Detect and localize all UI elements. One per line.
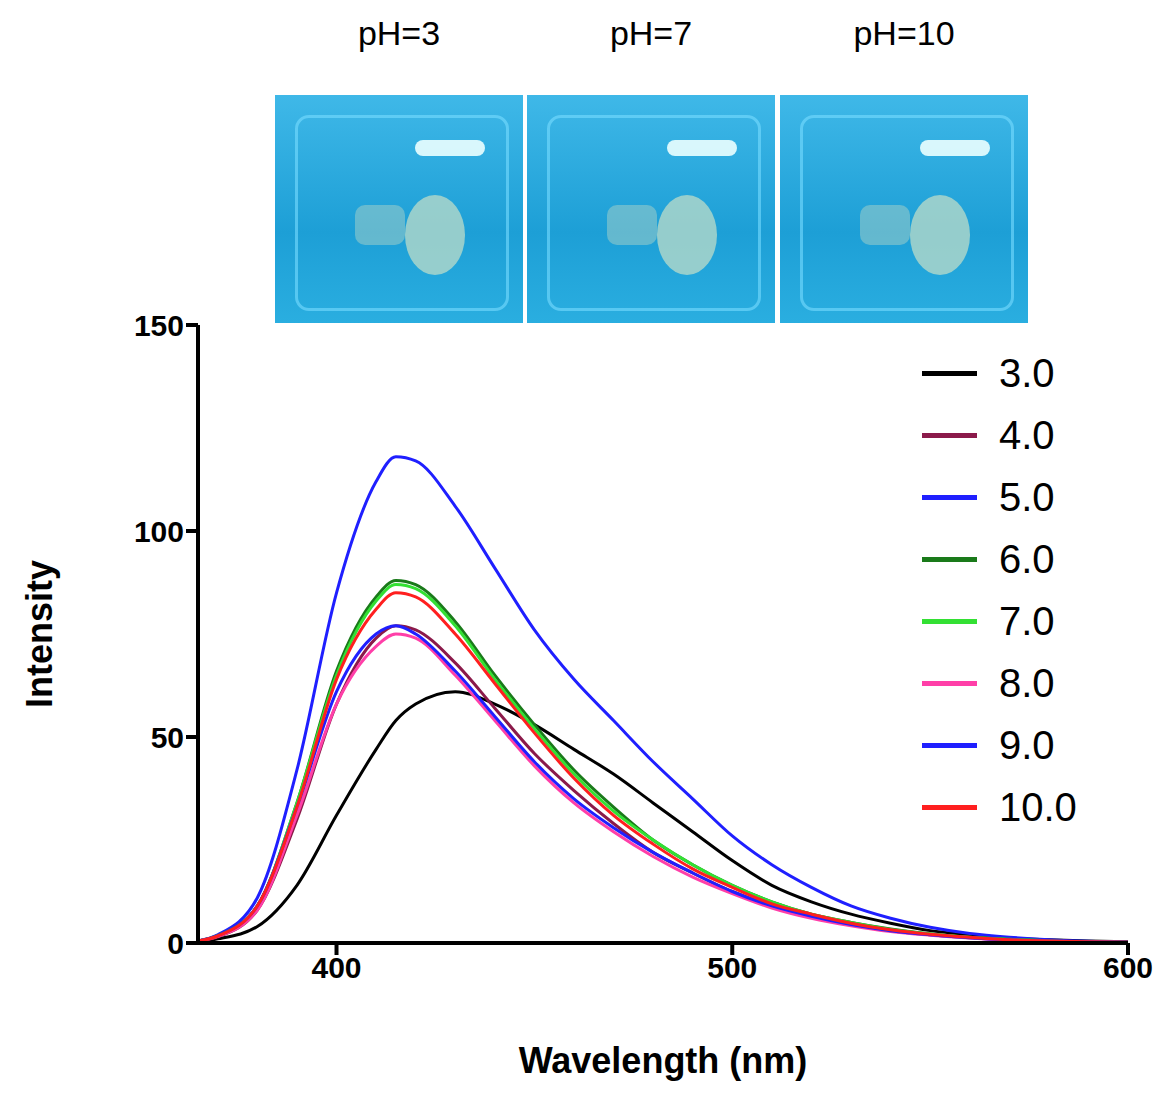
html-text:Intensity: Intensity [19,560,60,708]
svg-text:100: 100 [134,515,184,548]
html-text:pH=10: pH=10 [853,14,955,52]
html-text:pH=7: pH=7 [609,14,693,52]
html-text:Wavelength (nm): Wavelength (nm) [518,1040,808,1081]
html-text:8.0: 8.0 [999,660,1055,705]
html-text:7.0: 7.0 [999,598,1055,643]
svg-text:50: 50 [151,721,184,754]
svg-text:150: 150 [134,309,184,342]
html-text:4.0: 4.0 [999,412,1055,457]
svg-text:500: 500 [707,951,757,984]
html-text:10.0: 10.0 [999,784,1077,829]
svg-text:0: 0 [167,927,184,960]
html-text:9.0: 9.0 [999,722,1055,767]
html-text:5.0: 5.0 [999,474,1055,519]
svg-text:600: 600 [1103,951,1153,984]
html-text:pH=3: pH=3 [357,14,441,52]
html-text:3.0: 3.0 [999,350,1055,395]
html-text:6.0: 6.0 [999,536,1055,581]
svg-text:400: 400 [311,951,361,984]
